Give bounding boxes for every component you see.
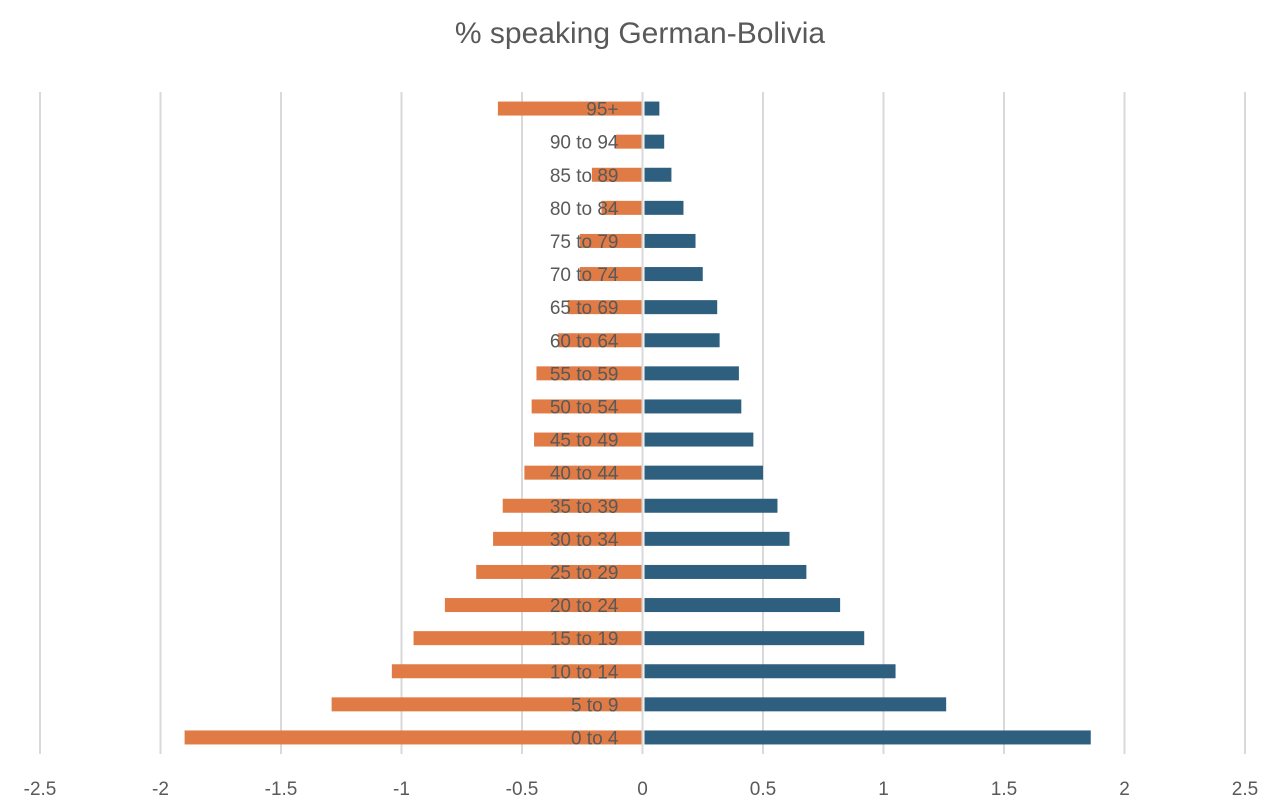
x-tick-label: 2 [1119, 779, 1130, 800]
right-bar-80-to-84 [644, 200, 684, 215]
left-bar-75-to-79 [579, 233, 642, 248]
left-bar-35-to-39 [502, 498, 642, 513]
category-label: 85 to 89 [550, 166, 619, 187]
right-bar-20-to-24 [644, 598, 841, 613]
left-bar-55-to-59 [536, 366, 642, 381]
x-tick-label: 0.5 [750, 779, 776, 800]
category-label: 40 to 44 [550, 464, 619, 485]
category-label: 55 to 59 [550, 364, 619, 385]
left-bar-30-to-34 [493, 531, 642, 546]
left-bar-20-to-24 [444, 598, 642, 613]
right-bar-90-to-94 [644, 134, 665, 149]
x-tick-label: 0 [637, 779, 648, 800]
left-bar-95- [497, 101, 642, 116]
category-label: 5 to 9 [571, 695, 619, 716]
left-bar-80-to-84 [601, 200, 642, 215]
category-label: 20 to 24 [550, 596, 619, 617]
left-bar-15-to-19 [413, 631, 642, 646]
right-bar-40-to-44 [644, 465, 763, 480]
category-label: 10 to 14 [550, 662, 619, 683]
category-label: 25 to 29 [550, 563, 619, 584]
right-bar-10-to-14 [644, 664, 896, 679]
category-label: 65 to 69 [550, 298, 619, 319]
x-tick-label: 1.5 [991, 779, 1017, 800]
x-tick-label: -1 [393, 779, 410, 800]
category-label: 30 to 34 [550, 530, 619, 551]
x-tick-label: 2.5 [1232, 779, 1258, 800]
bars [184, 101, 1091, 745]
right-bar-75-to-79 [644, 233, 696, 248]
left-bar-5-to-9 [331, 697, 642, 712]
category-label: 90 to 94 [550, 133, 619, 154]
right-bar-50-to-54 [644, 399, 742, 414]
x-tick-label: -1.5 [265, 779, 298, 800]
x-tick-label: -2.5 [24, 779, 57, 800]
left-bar-25-to-29 [476, 564, 642, 579]
left-bar-10-to-14 [391, 664, 642, 679]
x-tick-label: -0.5 [506, 779, 539, 800]
x-axis-tick-labels: -2.5 -2 -1.5 -1 -0.5 0 0.5 1 1.5 2 2.5 [24, 779, 1259, 800]
x-tick-label: -2 [152, 779, 169, 800]
category-label: 60 to 64 [550, 331, 619, 352]
left-bar-70-to-74 [579, 267, 642, 282]
right-bar-5-to-9 [644, 697, 947, 712]
right-bar-55-to-59 [644, 366, 739, 381]
category-label: 50 to 54 [550, 397, 619, 418]
right-bar-30-to-34 [644, 531, 790, 546]
category-labels: 0 to 4 5 to 9 10 to 14 15 to 19 20 to 24 25 t… [550, 100, 619, 750]
category-label: 15 to 19 [550, 629, 619, 650]
left-bar-60-to-64 [558, 333, 642, 348]
right-bar-70-to-74 [644, 267, 703, 282]
left-bar-65-to-69 [567, 300, 642, 315]
right-bar-85-to-89 [644, 167, 672, 182]
right-bar-60-to-64 [644, 333, 720, 348]
category-label: 0 to 4 [571, 728, 619, 749]
left-bar-50-to-54 [531, 399, 642, 414]
right-bar-45-to-49 [644, 432, 754, 447]
left-bar-85-to-89 [591, 167, 642, 182]
right-bar-65-to-69 [644, 300, 718, 315]
right-bar-15-to-19 [644, 631, 865, 646]
category-label: 95+ [586, 100, 618, 121]
left-bar-45-to-49 [534, 432, 642, 447]
right-bar-25-to-29 [644, 564, 807, 579]
chart-title: % speaking German-Bolivia [455, 17, 825, 50]
category-label: 45 to 49 [550, 431, 619, 452]
x-tick-label: 1 [878, 779, 889, 800]
left-bar-0-to-4 [184, 730, 642, 745]
left-bar-40-to-44 [524, 465, 642, 480]
right-bar-0-to-4 [644, 730, 1091, 745]
right-bar-95- [644, 101, 660, 116]
left-bar-90-to-94 [615, 134, 642, 149]
category-label: 70 to 74 [550, 265, 619, 286]
gridlines [39, 92, 1246, 754]
category-label: 35 to 39 [550, 497, 619, 518]
category-label: 80 to 84 [550, 199, 619, 220]
right-bar-35-to-39 [644, 498, 778, 513]
category-label: 75 to 79 [550, 232, 619, 253]
